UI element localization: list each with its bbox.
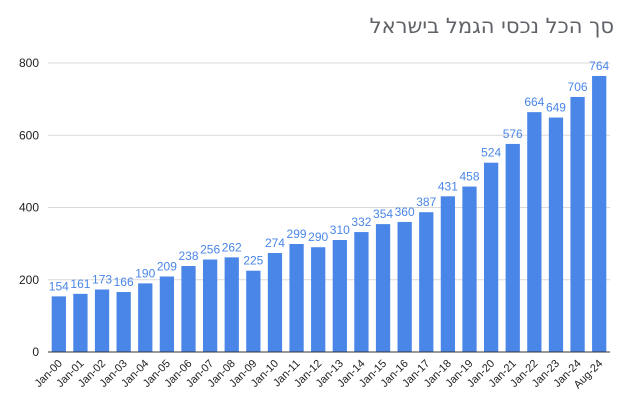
bar-Jan-08 <box>224 257 239 352</box>
bar-Jan-19 <box>462 186 477 352</box>
data-label-Jan-12: 290 <box>308 230 328 244</box>
bar-Jan-05 <box>159 276 175 352</box>
data-label-Jan-02: 173 <box>92 273 112 287</box>
chart-title: סך הכל נכסי הגמל בישראל <box>369 14 614 38</box>
y-tick-label-600: 600 <box>19 128 39 142</box>
bar-Jan-09 <box>246 270 261 352</box>
bar-Aug-24 <box>592 76 607 352</box>
bar-Jan-04 <box>138 283 153 352</box>
y-tick-label-400: 400 <box>19 201 39 215</box>
data-label-Jan-13: 310 <box>330 223 350 237</box>
bar-Jan-06 <box>181 266 196 352</box>
data-label-Aug-24: 764 <box>589 59 609 73</box>
data-label-Jan-16: 360 <box>395 205 415 219</box>
data-label-Jan-15: 354 <box>373 207 393 221</box>
data-label-Jan-17: 387 <box>416 195 436 209</box>
data-label-Jan-06: 238 <box>178 249 198 263</box>
bar-Jan-22 <box>527 112 542 352</box>
bar-Jan-13 <box>332 240 347 352</box>
data-label-Jan-03: 166 <box>114 275 134 289</box>
bar-Jan-21 <box>505 143 520 352</box>
data-label-Jan-09: 225 <box>243 254 263 268</box>
data-label-Jan-04: 190 <box>135 266 155 280</box>
data-label-Jan-11: 299 <box>287 227 307 241</box>
data-label-Jan-23: 649 <box>546 101 566 115</box>
data-label-Jan-10: 274 <box>265 236 285 250</box>
bar-Jan-10 <box>267 253 283 352</box>
bar-Jan-24 <box>570 96 585 353</box>
bar-Jan-07 <box>202 259 218 352</box>
data-label-Jan-20: 524 <box>481 146 501 160</box>
data-label-Jan-07: 256 <box>200 243 220 257</box>
y-tick-label-200: 200 <box>19 273 39 287</box>
data-label-Jan-19: 458 <box>459 170 479 184</box>
data-label-Jan-21: 576 <box>503 127 523 141</box>
bar-Jan-12 <box>311 247 326 352</box>
bar-Jan-03 <box>116 292 131 352</box>
data-label-Jan-18: 431 <box>438 179 458 193</box>
data-label-Jan-14: 332 <box>351 215 371 229</box>
bar-Jan-14 <box>354 232 369 352</box>
bar-Jan-11 <box>289 243 304 352</box>
bar-Jan-15 <box>375 224 391 352</box>
bar-Jan-01 <box>73 293 88 352</box>
bar-Jan-17 <box>419 212 434 352</box>
bar-Jan-02 <box>94 289 110 352</box>
y-tick-label-0: 0 <box>32 345 39 359</box>
data-label-Jan-01: 161 <box>70 277 90 291</box>
data-label-Jan-05: 209 <box>157 259 177 273</box>
bar-Jan-16 <box>397 221 412 352</box>
bar-Jan-23 <box>548 117 564 352</box>
bar-Jan-20 <box>483 162 499 352</box>
y-tick-label-800: 800 <box>19 56 39 70</box>
data-label-Jan-08: 262 <box>222 240 242 254</box>
bar-Jan-00 <box>51 296 66 352</box>
data-label-Jan-00: 154 <box>49 279 69 293</box>
data-label-Jan-24: 706 <box>568 80 588 94</box>
data-label-Jan-22: 664 <box>524 95 544 109</box>
bar-Jan-18 <box>440 196 456 352</box>
